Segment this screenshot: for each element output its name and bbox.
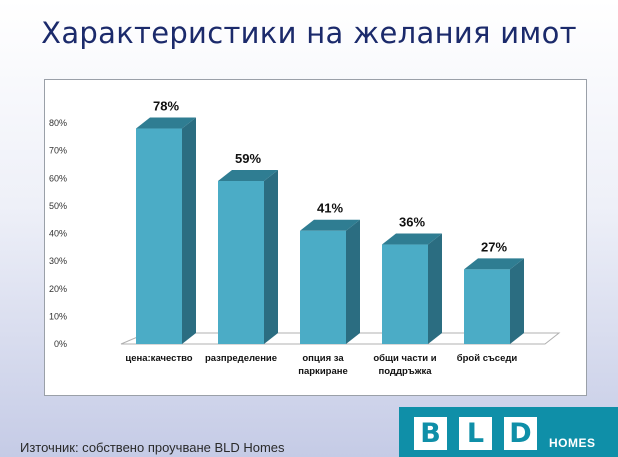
data-label: 27% xyxy=(481,239,507,254)
bar-side xyxy=(510,258,524,344)
bar-side xyxy=(264,170,278,344)
bld-homes-logo: B L D HOMES xyxy=(399,407,618,457)
data-label: 59% xyxy=(235,151,261,166)
bar xyxy=(218,181,264,344)
logo-letter-l: L xyxy=(459,417,492,450)
category-label: цена:качество xyxy=(125,353,192,364)
bar xyxy=(136,128,182,344)
data-label: 78% xyxy=(153,99,179,114)
logo-letter-d: D xyxy=(504,417,537,450)
y-tick-label: 20% xyxy=(49,284,67,294)
category-label: паркиране xyxy=(298,366,348,377)
data-label: 41% xyxy=(317,201,343,216)
logo-letter-b: B xyxy=(414,417,447,450)
y-tick-label: 30% xyxy=(49,256,67,266)
bar-chart: 0% 10% 20% 30% 40% 50% 60% 70% 80% 78% цена:качест… xyxy=(49,99,561,377)
bar-side xyxy=(428,233,442,344)
data-label: 36% xyxy=(399,215,425,230)
bar xyxy=(464,269,510,344)
bar xyxy=(300,230,346,344)
chart-area: 0% 10% 20% 30% 40% 50% 60% 70% 80% 78% цена:качест… xyxy=(44,79,587,396)
bar-top xyxy=(300,219,360,231)
category-label: брой съседи xyxy=(457,353,518,364)
y-tick-label: 60% xyxy=(49,173,67,183)
logo-word: HOMES xyxy=(549,436,596,450)
bar-side xyxy=(346,219,360,344)
category-label: опция за xyxy=(302,353,344,364)
bar-top xyxy=(136,117,196,129)
y-tick-label: 40% xyxy=(49,229,67,239)
category-label: общи части и xyxy=(373,353,436,364)
category-label: разпределение xyxy=(205,353,277,364)
bar-top xyxy=(218,170,278,182)
slide-title: Характеристики на желания имот xyxy=(41,16,577,50)
bar-top xyxy=(382,233,442,245)
y-tick-label: 80% xyxy=(49,118,67,128)
bar xyxy=(382,244,428,344)
y-tick-label: 70% xyxy=(49,146,67,156)
bar-top xyxy=(464,258,524,270)
y-tick-label: 50% xyxy=(49,201,67,211)
category-label: поддръжка xyxy=(379,366,433,377)
y-tick-label: 10% xyxy=(49,311,67,321)
source-note: Източник: собствено проучване BLD Homes xyxy=(20,440,285,455)
bar-side xyxy=(182,117,196,345)
y-tick-label: 0% xyxy=(54,339,67,349)
